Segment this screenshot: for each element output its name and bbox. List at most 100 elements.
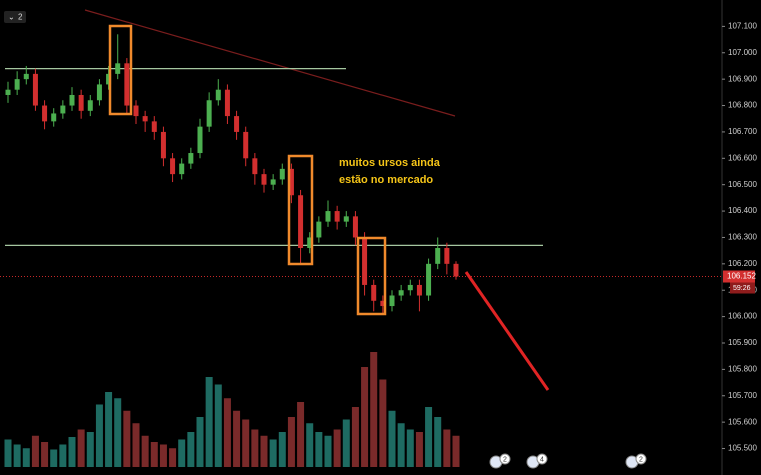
- volume-bar: [50, 449, 58, 467]
- candle-body: [23, 73, 29, 80]
- y-tick-label: 106.900: [728, 74, 757, 83]
- candle-body: [32, 73, 38, 106]
- candle-body: [69, 94, 75, 106]
- candle-body: [78, 94, 84, 111]
- candle-body: [288, 168, 294, 196]
- tag: ⌄: [8, 13, 15, 22]
- volume-bar: [306, 423, 314, 467]
- candle-body: [188, 153, 194, 164]
- volume-bar: [223, 398, 231, 467]
- annotation-box: [330, 155, 476, 189]
- volume-bar: [196, 417, 204, 467]
- candle-body: [279, 168, 285, 180]
- volume-bar: [214, 384, 222, 467]
- annotation: muitos ursos ainda: [339, 157, 441, 169]
- candle-body: [5, 89, 11, 95]
- candle-body: [215, 89, 221, 101]
- candle-body: [42, 105, 48, 122]
- volume-bar: [95, 404, 103, 467]
- candle-body: [343, 216, 349, 222]
- volume-bar: [159, 444, 167, 467]
- volume-bar: [205, 377, 213, 467]
- volume-bar: [333, 429, 341, 467]
- volume-layer: [4, 352, 460, 467]
- volume-bar: [242, 419, 250, 467]
- event-badge: [499, 453, 511, 465]
- volume-bar: [361, 367, 369, 467]
- levels-layer: [0, 67, 722, 278]
- event-badge-label: 2: [503, 456, 507, 463]
- candle-body: [389, 295, 395, 307]
- candle-body: [325, 211, 331, 222]
- y-tick-label: 107.000: [728, 48, 757, 57]
- candle-body: [243, 131, 249, 159]
- candle-body: [261, 174, 267, 185]
- volume-bar: [342, 419, 350, 467]
- volume-bar: [77, 429, 85, 467]
- volume-bar: [379, 379, 387, 467]
- y-tick-label: 106.000: [728, 312, 757, 321]
- volume-bar: [123, 410, 131, 467]
- volume-bar: [31, 435, 39, 467]
- y-tick-label: 105.600: [728, 417, 757, 426]
- volume-bar: [150, 442, 158, 467]
- volume-bar: [415, 432, 423, 467]
- volume-bar: [425, 407, 433, 467]
- volume-bar: [251, 429, 259, 467]
- volume-bar: [324, 435, 332, 467]
- candle-body: [124, 63, 130, 106]
- candle-body: [160, 131, 166, 159]
- candle-body: [142, 116, 148, 122]
- y-tick-label: 105.500: [728, 444, 757, 453]
- candle-body: [380, 300, 386, 307]
- countdown: 59:26: [733, 285, 751, 292]
- volume-bar: [452, 435, 460, 467]
- volume-bar: [13, 444, 21, 467]
- candle-body: [252, 158, 258, 175]
- tag-box: [4, 11, 26, 23]
- candle-body: [197, 126, 203, 154]
- last-price-label: 106.152: [727, 272, 756, 281]
- y-tick-label: 106.500: [728, 180, 757, 189]
- last-price-box: [723, 270, 755, 283]
- tag: 2: [18, 13, 23, 22]
- volume-bar: [297, 402, 305, 467]
- volume-bar: [68, 437, 76, 467]
- event-badge-label: 2: [639, 456, 643, 463]
- candle-body: [398, 290, 404, 296]
- event-badge: [635, 453, 647, 465]
- candle-body: [96, 84, 102, 101]
- candle-body: [416, 284, 422, 296]
- y-tick-label: 106.200: [728, 259, 757, 268]
- candle-body: [362, 237, 368, 285]
- candle-body: [106, 73, 112, 85]
- candle-body: [14, 79, 20, 90]
- volume-bar: [4, 439, 12, 467]
- candle-body: [170, 158, 176, 175]
- event-badge-label: 4: [540, 456, 544, 463]
- candle-body: [133, 105, 139, 117]
- volume-bar: [178, 439, 186, 467]
- candle-body: [426, 263, 432, 296]
- y-tick-label: 106.400: [728, 206, 757, 215]
- volume-bar: [315, 432, 323, 467]
- volume-bar: [114, 398, 122, 467]
- volume-bar: [443, 429, 451, 467]
- candle-body: [206, 100, 212, 127]
- volume-bar: [59, 444, 67, 467]
- highlight-box: [108, 24, 133, 116]
- volume-bar: [370, 352, 378, 467]
- candle-body: [270, 179, 276, 185]
- volume-bar: [351, 407, 359, 467]
- arrow-line: [464, 271, 550, 391]
- candle-body: [435, 248, 441, 264]
- candle-body: [87, 100, 93, 111]
- volume-bar: [132, 423, 140, 467]
- event-badge: [536, 453, 548, 465]
- candle-body: [334, 211, 340, 222]
- candles-layer: [5, 34, 459, 314]
- candle-body: [407, 284, 413, 291]
- volume-bar: [41, 442, 49, 467]
- volume-bar: [86, 432, 94, 467]
